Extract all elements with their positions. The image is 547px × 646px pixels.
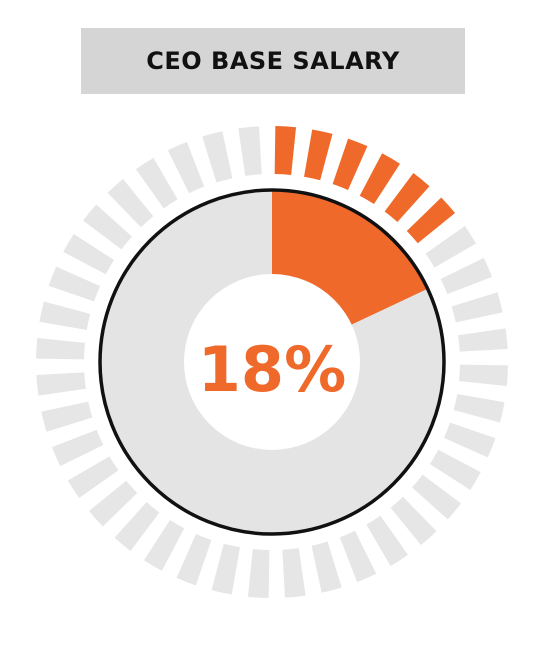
tick-inactive [36, 337, 85, 360]
donut-outline [98, 188, 446, 536]
tick-inactive [67, 456, 119, 499]
tick-inactive [311, 541, 342, 593]
tick-inactive [443, 422, 496, 458]
tick-inactive [440, 257, 493, 295]
tick-inactive [88, 480, 138, 527]
tick-inactive [366, 515, 409, 567]
tick-inactive [458, 328, 508, 352]
tick-highlighted [332, 138, 368, 191]
center-value-label: 18% [198, 333, 346, 406]
donut-center [184, 274, 360, 450]
tick-inactive [107, 178, 154, 228]
chart-title: CEO BASE SALARY [146, 47, 400, 75]
tick-inactive [176, 533, 212, 586]
tick-inactive [41, 401, 93, 432]
tick-inactive [429, 449, 481, 491]
tick-inactive [167, 141, 205, 194]
title-banner: CEO BASE SALARY [81, 28, 465, 94]
tick-ring [36, 126, 508, 598]
tick-inactive [412, 474, 461, 520]
tick-inactive [51, 429, 104, 467]
tick-inactive [425, 225, 477, 268]
tick-inactive [247, 549, 270, 598]
tick-highlighted [304, 129, 333, 181]
tick-inactive [135, 157, 178, 209]
tick-highlighted [384, 173, 430, 222]
tick-inactive [451, 292, 503, 323]
tick-inactive [83, 204, 132, 250]
tick-inactive [238, 126, 262, 176]
tick-inactive [459, 364, 508, 387]
tick-inactive [114, 502, 160, 551]
tick-inactive [63, 233, 115, 275]
tick-inactive [39, 301, 91, 330]
tick-highlighted [406, 197, 456, 244]
tick-inactive [202, 131, 233, 183]
tick-inactive [143, 519, 185, 571]
tick-inactive [282, 548, 306, 598]
tick-inactive [390, 496, 437, 546]
tick-inactive [36, 372, 86, 396]
tick-inactive [211, 543, 240, 595]
donut [98, 188, 446, 536]
tick-inactive [453, 394, 505, 423]
tick-highlighted [274, 126, 297, 175]
tick-highlighted [359, 153, 401, 205]
tick-inactive [339, 530, 377, 583]
tick-inactive [48, 266, 101, 302]
